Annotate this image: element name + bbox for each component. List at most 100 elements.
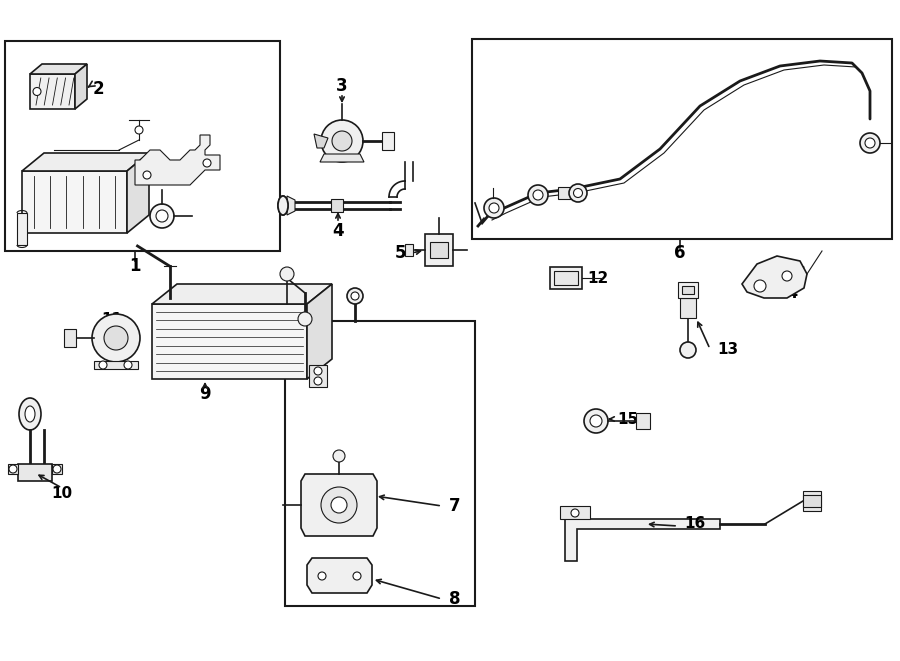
Circle shape [351,292,359,300]
Circle shape [318,572,326,580]
Circle shape [99,361,107,369]
Polygon shape [425,234,453,266]
Bar [554,271,578,285]
Circle shape [782,271,792,281]
Circle shape [353,572,361,580]
Bar [550,267,582,289]
Polygon shape [8,464,18,474]
Polygon shape [135,135,220,185]
Bar [430,242,448,258]
Text: 8: 8 [449,590,461,608]
Bar [285,321,475,606]
Circle shape [53,465,61,473]
Bar [680,298,696,318]
Ellipse shape [278,196,288,215]
Polygon shape [22,171,127,233]
Bar [636,413,650,429]
Circle shape [333,450,345,462]
Polygon shape [30,64,87,74]
Circle shape [347,288,363,304]
Bar [405,244,413,256]
Bar [558,187,573,199]
Bar [678,282,698,298]
Circle shape [332,131,352,151]
Circle shape [590,415,602,427]
Polygon shape [152,284,332,304]
Circle shape [533,190,543,200]
Circle shape [314,377,322,385]
Circle shape [150,204,174,228]
Text: 7: 7 [449,497,461,515]
Circle shape [321,120,363,162]
Bar [5,41,280,251]
Bar [382,132,394,150]
Bar [309,365,327,387]
Polygon shape [152,304,307,379]
Circle shape [135,126,143,134]
Circle shape [584,409,608,433]
Circle shape [860,133,880,153]
Text: 1: 1 [130,257,140,275]
Circle shape [203,159,211,167]
Bar [472,39,892,239]
Text: 3: 3 [337,77,347,95]
Bar [331,199,343,212]
Polygon shape [560,506,590,519]
Circle shape [124,361,132,369]
Circle shape [156,210,168,222]
Polygon shape [301,474,377,536]
Bar [682,286,694,294]
Circle shape [33,87,41,95]
Polygon shape [52,464,62,474]
Circle shape [484,198,504,218]
Text: 10: 10 [51,485,73,500]
Text: 13: 13 [717,342,739,356]
Circle shape [865,138,875,148]
Bar [803,495,821,507]
Polygon shape [314,134,328,148]
Circle shape [569,184,587,202]
Text: 11: 11 [102,311,122,327]
Circle shape [571,509,579,517]
Text: 15: 15 [617,412,639,426]
Text: 5: 5 [394,244,406,262]
Circle shape [528,185,548,205]
Text: 16: 16 [684,516,706,531]
Bar [803,491,821,511]
Text: 6: 6 [674,244,686,262]
Polygon shape [287,196,295,215]
Polygon shape [307,284,332,379]
Text: 2: 2 [92,80,104,98]
Polygon shape [320,154,364,162]
Circle shape [573,188,582,198]
Text: 12: 12 [588,270,608,286]
Polygon shape [94,361,138,369]
Polygon shape [18,464,52,481]
Circle shape [314,367,322,375]
Polygon shape [127,153,149,233]
Circle shape [298,312,312,326]
Polygon shape [565,519,720,561]
Polygon shape [30,74,75,109]
Circle shape [331,497,347,513]
Polygon shape [75,64,87,109]
Circle shape [92,314,140,362]
Circle shape [680,342,696,358]
Bar [64,329,76,347]
Circle shape [104,326,128,350]
Circle shape [489,203,499,213]
Circle shape [9,465,17,473]
Ellipse shape [19,398,41,430]
Polygon shape [307,558,372,593]
Polygon shape [22,153,149,171]
Circle shape [280,267,294,281]
Polygon shape [742,256,807,298]
Ellipse shape [25,406,35,422]
Text: 14: 14 [778,286,798,301]
Circle shape [754,280,766,292]
Text: 4: 4 [332,222,344,240]
Text: 9: 9 [199,385,211,403]
Circle shape [321,487,357,523]
Bar [17,213,27,245]
Circle shape [143,171,151,179]
